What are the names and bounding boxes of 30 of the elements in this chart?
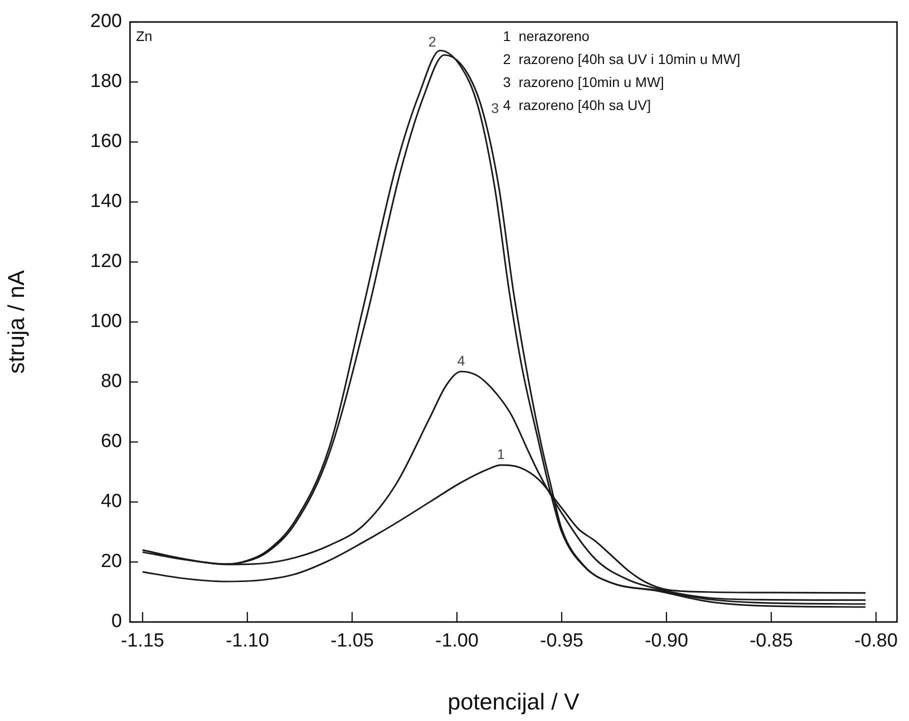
x-tick-label: -0.90 [644,630,688,652]
y-tick-label: 120 [90,251,122,272]
annotation: Zn [136,28,152,44]
annotation: 2 [428,33,436,50]
x-tick-label: -0.95 [540,630,584,652]
y-tick-label: 180 [90,71,122,92]
y-tick-label: 0 [111,611,122,632]
annotation: 3 razoreno [10min u MW] [503,74,664,90]
x-tick-label: -0.80 [854,630,898,652]
y-tick-label: 200 [90,11,122,32]
y-tick-label: 140 [90,191,122,212]
annotation: 1 [497,446,506,462]
annotation: 4 razoreno [40h sa UV] [503,96,651,113]
annotation: 1 nerazoreno [503,28,590,44]
x-tick-label: -0.85 [750,630,793,652]
y-tick-label: 60 [100,431,122,452]
y-tick-label: 160 [90,131,122,152]
x-axis-title: potencijal / V [448,688,580,715]
x-tick-label: -1.05 [330,630,374,652]
x-tick-label: -1.15 [120,630,164,652]
annotation: 3 [491,100,500,116]
y-axis-title: struja / nA [3,270,30,374]
x-tick-label: -1.10 [226,630,270,652]
y-tick-label: 100 [90,311,122,332]
y-tick-label: 20 [100,551,122,572]
x-tick-label: -1.00 [435,630,479,652]
y-tick-label: 80 [100,371,122,392]
annotation: 2 razoreno [40h sa UV i 10min u MW] [503,50,740,67]
annotation: 4 [457,352,466,368]
y-tick-label: 40 [100,491,122,512]
